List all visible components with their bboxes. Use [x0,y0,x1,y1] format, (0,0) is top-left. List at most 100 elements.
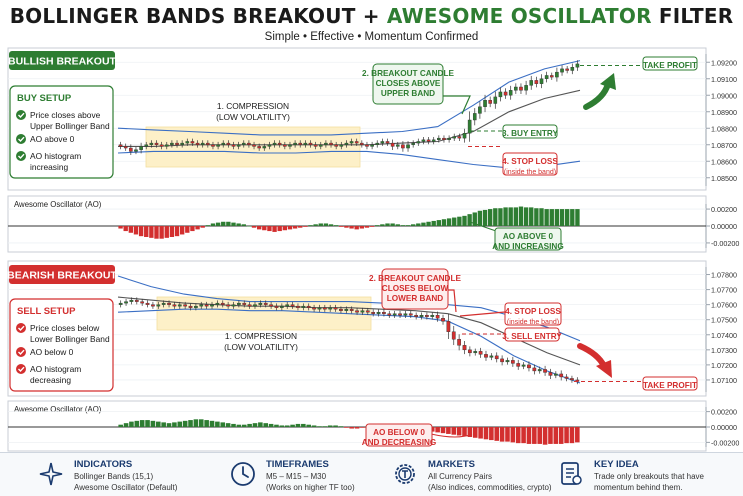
bull-ao-bar [554,209,560,226]
bull-stop-loss-box-text: 4. STOP LOSS [502,157,558,166]
bear-ao-bar [193,419,199,427]
bull-breakout-box [372,63,444,105]
bull-ao-bar [226,221,231,226]
bear-ao-bar [129,421,134,427]
bull-ao-bar [205,225,211,226]
sparkle-icon [39,462,63,486]
bear-ao-bar [231,423,236,427]
bear-candle [382,311,386,314]
bear-ao-bar [145,420,150,427]
bull-candle [164,144,169,147]
bear-candle [414,314,419,317]
bull-ao-tick-label: 0.00000 [711,222,737,231]
bull-ao-bar [493,208,498,226]
bull-ao-bar [190,226,195,232]
bear-ao-note-text: AND DECREASING [362,438,437,447]
bull-price-tick-label: 1.09000 [711,91,737,100]
bear-ao-bar [236,424,242,427]
bear-candle [242,302,247,305]
bear-breakout-box [381,268,449,310]
bear-ao-bar [118,424,123,427]
bear-check-icon [16,323,26,333]
bull-candle [149,142,154,145]
bear-price-tick-label: 1.07800 [711,271,737,280]
bear-ao-bar [134,420,140,427]
bull-ao-note-text: AND INCREASING [492,242,563,251]
bear-ao-bar [553,427,559,444]
bear-candle [210,304,214,307]
bull-ao-bar [128,226,134,233]
bear-check-icon [16,364,26,374]
bear-ao-bar [349,427,354,429]
bear-candle [548,372,553,376]
bull-candle [349,141,354,144]
bull-ao-bar [292,226,298,229]
bull-breakout-text: UPPER BAND [381,89,435,98]
bear-ao-label: Awesome Oscillator (AO) [14,405,102,414]
bear-ao-bar [263,423,269,427]
bear-candle [419,314,424,317]
bear-candle [237,302,241,305]
bull-candle [144,144,149,147]
bear-candle [204,304,209,307]
bear-candle [473,351,478,354]
bear-ao-bar [258,422,263,427]
bear-ao-bar [467,427,473,437]
bull-candle [247,142,251,145]
bull-candle [514,86,518,91]
bear-candle [151,304,155,307]
bull-ao-bar [298,226,303,228]
bear-candle [441,318,445,322]
bear-candle [161,302,166,305]
bear-candle [199,304,204,307]
bear-ao-tick-label: -0.00200 [711,438,739,447]
bull-candle [206,142,210,145]
bear-ao-bar [456,427,462,436]
bear-candle [360,310,365,313]
bull-setup-box-item: AO histogram [30,151,81,161]
bull-candle [313,144,318,147]
bear-price-tick-label: 1.07400 [711,331,737,340]
bear-breakout-pointer [447,289,457,313]
bull-ao-bar [215,222,221,226]
bull-ao-bar [118,226,123,229]
bear-ao-bar [198,419,204,427]
bull-check-mark [18,112,25,119]
document-icon [561,462,582,485]
bull-ao-bar [564,209,570,226]
bull-ao-bar [195,226,200,230]
bear-candle [140,301,145,304]
bull-check-icon [16,110,26,120]
bear-ao-bar [166,423,172,427]
bull-stop-loss-box [502,152,558,176]
title-part1: BOLLINGER BANDS BREAKOUT [9,4,356,28]
bull-candle [344,142,349,145]
bear-candle [339,308,343,311]
bull-ao-bar [446,218,452,226]
bull-price-tick-label: 1.08500 [711,174,737,183]
bull-ao-bar [246,226,252,227]
bull-ao-bar [267,226,272,232]
bull-ao-bar [416,223,421,226]
bull-ao-bar [462,215,467,226]
bull-ao-bar [426,221,431,226]
bear-middle-band [117,296,581,366]
bear-candle [392,313,397,316]
footer-markets-line1: All Currency Pairs [428,472,493,481]
bull-candle [298,142,303,145]
bull-ao-note [494,227,562,251]
bear-candle [425,314,429,317]
bull-ao-bar [369,226,375,227]
bear-candle [296,305,300,308]
bull-candle [365,144,369,147]
bull-ao-panel [7,195,707,253]
footer-indicators-line2: Awesome Oscillator (Default) [74,483,178,492]
bear-ao-bar [139,420,145,427]
bear-ao-bar [225,423,231,427]
title-plus: + [362,4,380,28]
bear-candle [226,304,230,307]
bull-candle [560,68,564,73]
footer-key-idea-line1: Trade only breakouts that have [594,472,704,481]
bull-candle [452,136,457,139]
bear-entry-box-text: 3. SELL ENTRY [502,332,562,341]
